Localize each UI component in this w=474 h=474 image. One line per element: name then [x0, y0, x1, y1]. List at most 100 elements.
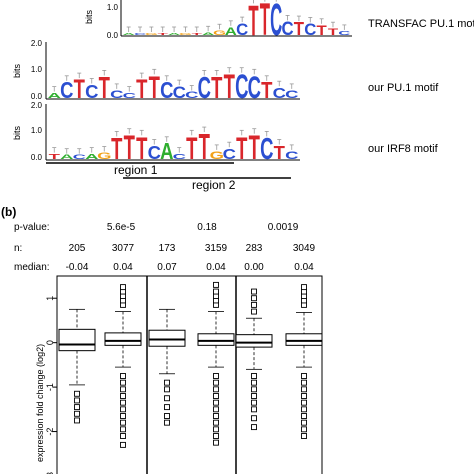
pvalue-group-3: 0.0019: [268, 222, 299, 233]
logo-letter: T: [111, 132, 123, 166]
region-2-label: region 2: [192, 178, 236, 192]
outlier-point: [213, 386, 219, 393]
transfac-logo: bits 1.0 0.0 TRANSFAC PU.1 motif: [84, 0, 474, 40]
y-tick-label: -1: [45, 383, 55, 391]
outlier-point: [164, 395, 170, 402]
outlier-point: [301, 433, 307, 439]
logo-letter: T: [199, 127, 211, 167]
outlier-point: [251, 424, 257, 431]
logo-letter: T: [149, 69, 160, 106]
logo-label: our IRF8 motif: [368, 143, 439, 155]
logo-letter: C: [236, 20, 248, 39]
logo-ylabel: bits: [84, 9, 94, 24]
outlier-point: [120, 399, 126, 406]
n-box-2: 3077: [112, 243, 135, 254]
outlier-point: [74, 390, 80, 397]
outlier-point: [120, 379, 126, 386]
logo-tick: 2.0: [31, 101, 43, 110]
n-box-1: 205: [69, 243, 86, 254]
logo-letter: A: [168, 32, 181, 35]
outlier-point: [213, 281, 219, 288]
logo-letter: C: [270, 0, 282, 46]
outlier-point: [251, 373, 257, 379]
logo-letter: T: [249, 128, 260, 167]
n-box-3: 173: [159, 243, 176, 254]
logo-letter: C: [60, 78, 73, 103]
logo-letter: C: [235, 67, 248, 106]
logo-letters: A CG T AG T AGA C T T C C T C T T CA C T C T C C T T C C C C T T C C T C C…: [48, 0, 350, 168]
logo-letter: T: [260, 0, 270, 46]
logo-letter: T: [136, 130, 147, 167]
stats-row: 5.6e-5 0.18 0.0019 205 3077 173 3159 283…: [66, 222, 316, 273]
outlier-point: [74, 397, 80, 404]
logo-letter: T: [192, 32, 203, 35]
outlier-point: [301, 406, 307, 413]
logo-tick: 1.0: [107, 3, 119, 12]
logo-letter: C: [173, 83, 187, 102]
logo-letter: C: [160, 78, 173, 103]
logo-letter: A: [85, 152, 98, 161]
outlier-point: [164, 379, 170, 386]
outlier-point: [251, 406, 257, 413]
outlier-point: [120, 426, 126, 433]
logo-letter: C: [273, 85, 286, 102]
outlier-point: [164, 419, 170, 426]
logo-letter: A: [48, 91, 61, 100]
outlier-point: [251, 288, 257, 295]
outlier-point: [213, 379, 219, 386]
logo-letter: T: [248, 0, 258, 44]
outlier-point: [301, 399, 307, 406]
outlier-point: [120, 386, 126, 393]
outlier-point: [251, 308, 257, 315]
logo-letter: T: [74, 74, 85, 104]
logo-letter: C: [123, 91, 136, 100]
iqr-box: [148, 329, 186, 347]
irf8-logo: bits 2.0 1.0 0.0 our IRF8 motif: [12, 101, 439, 162]
median-box-3: 0.07: [157, 262, 177, 273]
logo-letter: A: [202, 32, 214, 36]
outlier-point: [120, 373, 126, 379]
logo-letter: C: [85, 81, 98, 102]
outlier-point: [251, 393, 257, 399]
logo-tick: 0.0: [31, 92, 43, 101]
pu1-logo: bits 2.0 1.0 0.0 our PU.1 motif: [12, 39, 439, 101]
pvalue-group-1: 5.6e-5: [107, 222, 136, 233]
y-tick-label: 0: [45, 340, 55, 345]
logo-letter: T: [328, 27, 339, 37]
iqr-box: [285, 333, 323, 346]
box: [58, 308, 96, 424]
logo-label: our PU.1 motif: [368, 82, 439, 94]
outlier-point: [120, 393, 126, 399]
outlier-point: [251, 399, 257, 406]
outlier-point: [74, 410, 80, 417]
outlier-point: [213, 426, 219, 433]
median-box-5: 0.00: [244, 262, 264, 273]
logo-letter: C: [173, 152, 186, 161]
logo-letter: C: [198, 71, 211, 105]
outlier-point: [213, 413, 219, 419]
logo-letter: C: [73, 154, 86, 161]
logo-letter: C: [285, 88, 298, 101]
logo-tick: 0.0: [31, 153, 43, 162]
y-tick-label: 1: [45, 296, 55, 301]
outlier-point: [301, 426, 307, 433]
y-axis-label: expression fold change (log2): [35, 344, 45, 462]
logo-letter: C: [260, 132, 273, 166]
n-box-4: 3159: [205, 243, 228, 254]
logo-ylabel: bits: [12, 63, 22, 78]
logo-letter: C: [282, 18, 294, 39]
logo-letter: T: [261, 78, 273, 103]
row-label-n: n:: [14, 243, 22, 254]
logo-letter: T: [158, 32, 169, 35]
logo-letter: T: [274, 142, 286, 163]
outlier-point: [213, 433, 219, 439]
iqr-box: [235, 334, 273, 348]
logo-label: TRANSFAC PU.1 motif: [368, 18, 474, 30]
logo-letter: T: [99, 71, 111, 105]
logo-letter: T: [136, 74, 147, 104]
logo-letter: T: [49, 152, 61, 161]
logo-letter: G: [179, 32, 192, 35]
logo-tick: 0.0: [107, 31, 119, 40]
logo-letter: G: [213, 29, 226, 37]
